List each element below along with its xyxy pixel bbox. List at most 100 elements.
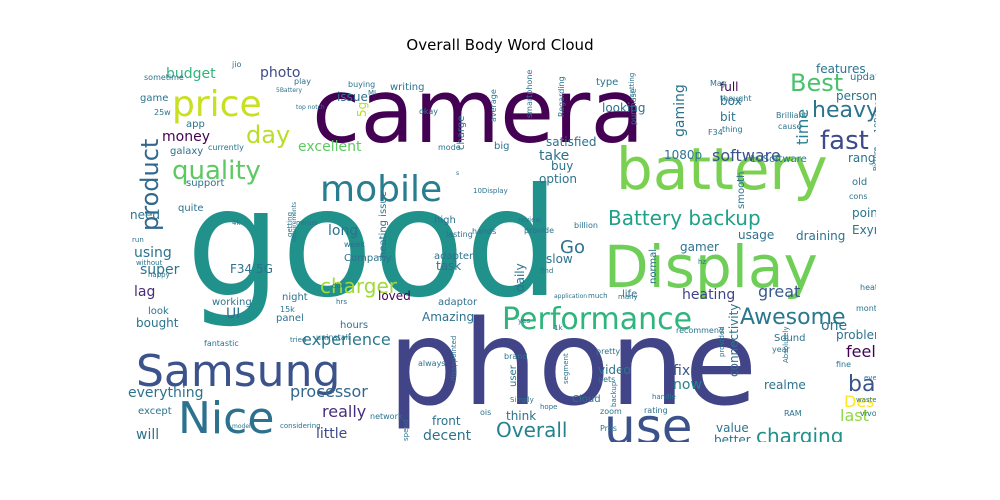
word-really: really bbox=[322, 402, 366, 421]
word-provide: provide bbox=[524, 226, 554, 235]
word-absolutely: Absolutely bbox=[782, 326, 790, 363]
word-10display: 10Display bbox=[473, 187, 508, 195]
word-gaming: gaming bbox=[672, 84, 688, 137]
word-heavy: heavy bbox=[812, 98, 876, 123]
word-loved: loved bbox=[378, 289, 411, 303]
word-minus: minus bbox=[296, 219, 318, 227]
word-one: one bbox=[821, 318, 847, 334]
word-panel: panel bbox=[276, 313, 304, 324]
word-heating: heating bbox=[682, 287, 735, 303]
word-f34-5g: F34 5G bbox=[230, 262, 273, 276]
word-satisfied: satisfied bbox=[546, 135, 596, 149]
word-charger: charger bbox=[320, 274, 398, 298]
word-cause: cause bbox=[778, 122, 802, 131]
word-1k: 1k bbox=[554, 324, 563, 332]
word-phone: phone bbox=[388, 294, 757, 432]
word-day: day bbox=[246, 121, 290, 149]
word-adapter: adapter bbox=[434, 251, 474, 262]
word-heating-issue: heating issue bbox=[378, 191, 389, 258]
word-sound: Sound bbox=[774, 333, 806, 344]
word-writing: writing bbox=[390, 82, 424, 93]
word-quality: quality bbox=[172, 156, 261, 186]
word-currently: currently bbox=[208, 143, 244, 152]
word-even: even bbox=[864, 374, 876, 382]
word-now: now bbox=[673, 377, 702, 393]
word-play: play bbox=[294, 77, 311, 86]
word-long: long bbox=[328, 223, 358, 239]
word-25w: 25w bbox=[154, 108, 171, 117]
word-look: look bbox=[148, 306, 169, 317]
word-okay: okay bbox=[419, 107, 438, 116]
word-high: high bbox=[434, 215, 456, 226]
word-buy: buy bbox=[551, 159, 573, 173]
word-f34: F34 bbox=[708, 128, 723, 137]
word-option: option bbox=[539, 172, 577, 186]
word-1080p: 1080p bbox=[664, 148, 702, 162]
word-recommend: recommend bbox=[676, 326, 724, 335]
word-app: app bbox=[186, 119, 205, 130]
word-tried: tried bbox=[290, 336, 306, 344]
word-type: type bbox=[596, 77, 618, 88]
word-processor: processor bbox=[290, 382, 368, 401]
word-charging: charging bbox=[756, 424, 843, 442]
word-smartphone: smartphone bbox=[525, 70, 534, 118]
word-game: game bbox=[140, 93, 168, 104]
word-overall: Overall bbox=[496, 418, 567, 442]
word-camera: camera bbox=[312, 60, 644, 163]
word-zoom: zoom bbox=[600, 407, 622, 416]
word-user: user bbox=[508, 364, 519, 387]
word-billion: billion bbox=[574, 221, 598, 230]
word-awesome: Awesome bbox=[740, 305, 846, 330]
word-take: take bbox=[539, 148, 569, 164]
word-nice: Nice bbox=[178, 393, 274, 442]
word-fix: fix bbox=[673, 363, 690, 379]
word-value: value bbox=[716, 421, 749, 435]
word-purchase: purchase bbox=[629, 88, 638, 125]
word-looking: looking bbox=[602, 101, 646, 115]
word-rating: rating bbox=[644, 406, 668, 415]
word-realme: realme bbox=[764, 378, 806, 392]
word-fast: fast bbox=[820, 126, 869, 156]
word-yes: yes bbox=[518, 317, 530, 325]
word-company: Company bbox=[344, 253, 392, 264]
word-lag: lag bbox=[134, 284, 155, 300]
word-bought: bought bbox=[136, 316, 179, 330]
word-experience: experience bbox=[302, 330, 391, 349]
word-working: working bbox=[212, 297, 252, 308]
word-go: Go bbox=[560, 237, 585, 258]
word-point: point bbox=[852, 206, 876, 220]
word-samsung: Samsung bbox=[136, 346, 340, 397]
word-feel: feel bbox=[846, 342, 876, 361]
word-usage: usage bbox=[738, 228, 774, 242]
word-hands: hands bbox=[472, 227, 496, 236]
word-5g: 5g bbox=[355, 102, 369, 117]
word-hope: hope bbox=[540, 403, 557, 411]
word-mode: mode bbox=[438, 143, 461, 152]
word-will: will bbox=[136, 427, 159, 442]
word-run: run bbox=[132, 236, 144, 244]
word-need: need bbox=[130, 208, 160, 222]
word-range: range bbox=[848, 151, 876, 165]
word-super: super bbox=[140, 262, 180, 278]
word-good: good bbox=[186, 157, 560, 331]
word-much: much bbox=[588, 292, 608, 300]
word-simply: Simply bbox=[510, 396, 534, 404]
word-battery-backup: Battery backup bbox=[608, 206, 761, 230]
word-draining: draining bbox=[796, 229, 845, 243]
word-15k: 15k bbox=[280, 305, 295, 314]
word-picture: Picture bbox=[872, 147, 876, 171]
word-hz: hz bbox=[698, 258, 706, 266]
word-regarding: Regarding bbox=[557, 76, 566, 117]
word-application: application bbox=[554, 293, 587, 300]
word-mobile: mobile bbox=[320, 169, 442, 210]
word-bit: bit bbox=[720, 110, 736, 124]
word-use: use bbox=[604, 398, 693, 442]
word-happy: happy bbox=[148, 271, 170, 279]
word-pretty: pretty bbox=[596, 347, 620, 356]
word-charge: charge bbox=[456, 116, 467, 150]
word-decent: decent bbox=[423, 428, 472, 442]
word-design: Design bbox=[844, 392, 876, 411]
word-full: full bbox=[720, 80, 739, 94]
word-hrs: hrs bbox=[336, 298, 347, 306]
